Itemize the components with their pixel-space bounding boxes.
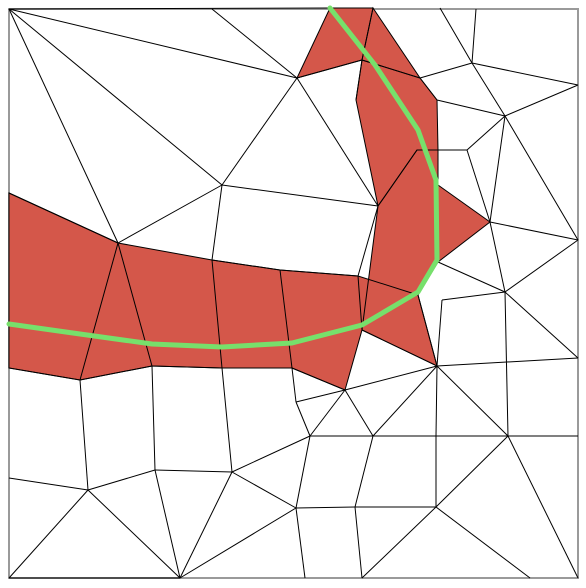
mesh-edge bbox=[211, 259, 223, 369]
highlighted-triangle bbox=[362, 8, 420, 78]
mesh-edge bbox=[439, 7, 473, 64]
mesh-edge bbox=[295, 506, 356, 509]
mesh-edge bbox=[437, 261, 506, 293]
mesh-edge bbox=[8, 8, 119, 244]
mesh-edge bbox=[151, 365, 156, 471]
mesh-edge bbox=[179, 471, 233, 579]
mesh-edge bbox=[309, 389, 346, 437]
mesh-edge bbox=[357, 205, 379, 277]
mesh-edge bbox=[117, 184, 223, 244]
mesh-edge bbox=[489, 221, 506, 293]
mesh-edge bbox=[154, 469, 233, 473]
mesh-edge bbox=[436, 99, 506, 117]
mesh-edge bbox=[295, 401, 311, 437]
mesh-edge bbox=[419, 62, 473, 79]
mesh-edge bbox=[466, 115, 506, 151]
mesh-edge bbox=[471, 62, 579, 86]
mesh-edge bbox=[211, 8, 298, 79]
traversal-path-line bbox=[6, 5, 440, 350]
mesh-edge-outline bbox=[8, 192, 438, 391]
mesh-edge bbox=[8, 7, 331, 10]
mesh-edge bbox=[295, 389, 346, 403]
mesh-edge bbox=[79, 379, 89, 491]
mesh-edge bbox=[441, 291, 506, 301]
mesh-edge bbox=[504, 291, 579, 359]
mesh-edge bbox=[221, 77, 298, 186]
mesh-edge bbox=[357, 275, 363, 331]
highlighted-triangle bbox=[356, 60, 438, 206]
mesh-edge bbox=[507, 435, 579, 579]
mesh-edge bbox=[8, 8, 223, 186]
mesh-edge bbox=[87, 489, 181, 579]
mesh-edge bbox=[344, 365, 438, 391]
mesh-edge bbox=[179, 507, 297, 579]
mesh-edge-group bbox=[8, 6, 579, 579]
mesh-edge bbox=[504, 291, 509, 437]
mesh-edge bbox=[504, 84, 579, 117]
mesh-edge bbox=[221, 184, 379, 207]
mesh-edge bbox=[87, 469, 156, 491]
mesh-edge bbox=[361, 506, 437, 579]
mesh-edge bbox=[295, 435, 311, 509]
mesh-edge bbox=[435, 506, 531, 579]
mesh-edge bbox=[354, 435, 374, 508]
mesh-edge bbox=[344, 389, 374, 437]
mesh-edge bbox=[436, 299, 443, 367]
mesh-edge bbox=[436, 357, 579, 367]
mesh-edge bbox=[372, 365, 438, 437]
mesh-edge bbox=[435, 365, 438, 437]
mesh-edge bbox=[154, 469, 181, 579]
mesh-edge bbox=[279, 269, 293, 369]
mesh-edge bbox=[291, 367, 297, 403]
mesh-edge bbox=[211, 184, 223, 261]
mesh-edge bbox=[8, 489, 89, 579]
mesh-edge bbox=[489, 221, 579, 241]
mesh-edge bbox=[471, 62, 506, 117]
mesh-edge bbox=[504, 239, 579, 293]
mesh-edge bbox=[466, 149, 491, 223]
mesh-edge bbox=[221, 367, 233, 473]
mesh-edge bbox=[504, 115, 579, 241]
mesh-edge bbox=[231, 471, 297, 509]
mesh-edge bbox=[295, 507, 306, 579]
mesh-edge bbox=[8, 477, 89, 491]
mesh-edge bbox=[436, 365, 509, 437]
mesh-edge bbox=[296, 77, 379, 207]
highlighted-triangle bbox=[297, 8, 373, 78]
mesh-edge bbox=[489, 115, 506, 223]
mesh-edge bbox=[354, 506, 363, 579]
mesh-edge bbox=[231, 435, 311, 473]
mesh-edge bbox=[8, 8, 298, 79]
mesh-edge bbox=[79, 242, 119, 381]
mesh-edge bbox=[471, 8, 477, 64]
mesh-edge bbox=[435, 435, 509, 508]
